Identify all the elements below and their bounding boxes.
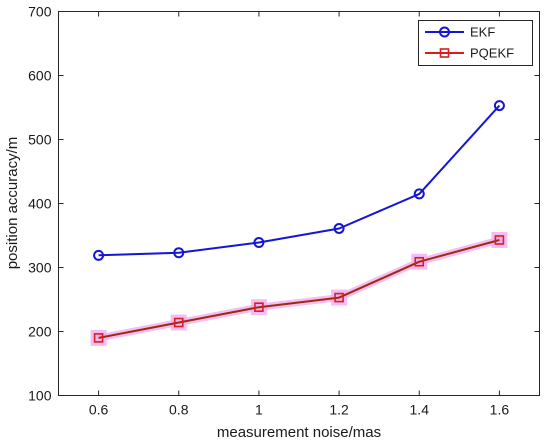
x-axis-ticks <box>98 11 500 396</box>
legend-box <box>418 20 533 66</box>
series-ekf-point <box>173 247 185 259</box>
series-pqekf-point <box>93 333 104 343</box>
x-tick-label: 1.4 <box>410 402 430 418</box>
series-ekf-point <box>493 100 505 112</box>
y-tick-label: 500 <box>28 132 52 148</box>
y-tick-label: 400 <box>28 196 52 212</box>
legend-marker-ekf <box>439 26 450 38</box>
series-layer <box>90 100 508 346</box>
series-ekf <box>93 100 505 261</box>
series-pqekf-point <box>254 302 264 312</box>
series-pqekf-point <box>173 317 184 328</box>
series-ekf-point <box>333 222 345 234</box>
x-axis-label: measurement noise/mas <box>217 424 381 441</box>
series-pqekf-line <box>98 239 500 339</box>
series-pqekf-point <box>334 292 344 303</box>
y-axis-ticks <box>58 11 540 396</box>
y-tick-label: 200 <box>28 324 52 340</box>
plot-area <box>58 11 540 396</box>
x-tick-label: 1.2 <box>329 402 349 418</box>
legend-label-ekf: EKF <box>470 25 495 40</box>
series-pqekf <box>90 231 508 346</box>
series-ekf-line <box>98 104 501 257</box>
y-tick-label: 300 <box>28 260 52 276</box>
series-pqekf-highlight-marker <box>90 329 107 346</box>
x-tick-label: 0.8 <box>169 402 189 418</box>
series-ekf-point <box>413 188 425 200</box>
series-pqekf-highlight-marker <box>491 231 508 248</box>
x-tick-label: 1 <box>255 402 263 418</box>
series-ekf-point <box>93 249 105 261</box>
x-tick-label: 1.6 <box>490 402 510 418</box>
y-tick-label: 700 <box>28 4 52 20</box>
legend-label-pqekf: PQEKF <box>470 46 514 61</box>
y-axis-tick-labels: 100 200 300 400 500 600 700 <box>28 4 52 404</box>
x-axis-tick-labels: 0.6 0.8 1 1.2 1.4 1.6 <box>89 402 510 418</box>
series-ekf-point <box>253 237 265 249</box>
series-pqekf-point <box>494 235 505 245</box>
y-axis-label: position accuracy/m <box>4 137 21 270</box>
legend-marker-pqekf <box>439 48 450 58</box>
legend: EKF PQEKF <box>418 20 533 66</box>
x-tick-label: 0.6 <box>89 402 109 418</box>
y-tick-label: 600 <box>28 68 52 84</box>
series-pqekf-point <box>414 256 425 267</box>
y-tick-label: 100 <box>28 388 52 404</box>
